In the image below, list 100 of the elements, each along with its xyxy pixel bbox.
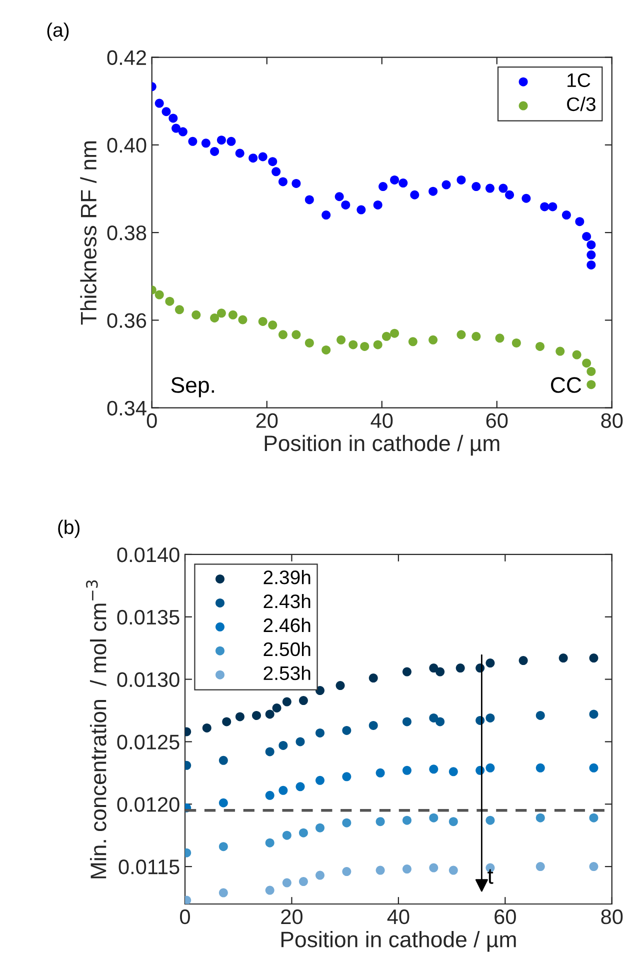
annotation: CC bbox=[551, 377, 582, 393]
point bbox=[408, 337, 418, 346]
point bbox=[265, 747, 274, 756]
point bbox=[348, 340, 358, 350]
annotation: t bbox=[488, 869, 494, 884]
point bbox=[589, 862, 598, 872]
point bbox=[210, 313, 220, 322]
legend-label: 2.50h bbox=[264, 642, 310, 656]
point bbox=[442, 180, 451, 190]
legend-label: 2.43h bbox=[264, 594, 310, 608]
y-tick-label: 0.0120 bbox=[117, 797, 180, 812]
x-tick-label: 40 bbox=[387, 909, 410, 924]
x-tick-label: 0 bbox=[146, 413, 157, 428]
point bbox=[373, 200, 382, 210]
point bbox=[448, 866, 458, 875]
point bbox=[575, 217, 584, 226]
y-tick-label: 0.34 bbox=[107, 400, 146, 416]
x-axis-title: Position in cathode / µm bbox=[264, 434, 500, 456]
point bbox=[378, 182, 388, 192]
point bbox=[336, 335, 346, 344]
point bbox=[373, 340, 382, 350]
point bbox=[278, 786, 288, 795]
point bbox=[268, 320, 278, 330]
y-tick-label: 0.0140 bbox=[117, 547, 180, 562]
point bbox=[342, 818, 352, 828]
point bbox=[238, 315, 248, 324]
point bbox=[298, 877, 308, 886]
point bbox=[589, 763, 598, 772]
point bbox=[248, 154, 258, 163]
point bbox=[265, 790, 274, 800]
point bbox=[218, 842, 228, 852]
point bbox=[456, 175, 466, 184]
point bbox=[536, 763, 545, 772]
y-tick-label: 0.42 bbox=[107, 50, 146, 66]
x-axis-title: Position in cathode / µm bbox=[281, 931, 516, 952]
x-tick-label: 60 bbox=[486, 413, 508, 428]
point bbox=[436, 667, 445, 676]
chart-title: (b) bbox=[58, 520, 80, 538]
point bbox=[304, 338, 314, 348]
point bbox=[486, 763, 495, 772]
point bbox=[296, 782, 305, 792]
point bbox=[265, 886, 274, 895]
point bbox=[342, 772, 352, 782]
point bbox=[201, 138, 210, 148]
point bbox=[402, 816, 412, 825]
point bbox=[522, 194, 531, 203]
point bbox=[218, 756, 228, 765]
point bbox=[278, 330, 288, 340]
point bbox=[548, 202, 558, 212]
point bbox=[428, 186, 438, 196]
point bbox=[322, 345, 331, 354]
point bbox=[298, 696, 308, 706]
point bbox=[472, 182, 481, 192]
point bbox=[376, 817, 385, 826]
legend-label: 2.53h bbox=[264, 666, 310, 680]
point bbox=[154, 98, 164, 108]
x-tick-label: 80 bbox=[601, 413, 623, 428]
x-tick-label: 40 bbox=[370, 413, 393, 428]
point bbox=[228, 310, 238, 320]
point bbox=[448, 767, 458, 776]
point bbox=[292, 330, 301, 340]
point bbox=[282, 878, 292, 888]
point bbox=[558, 654, 568, 663]
legend-label: C/3 bbox=[567, 96, 596, 112]
point bbox=[216, 136, 226, 145]
point bbox=[268, 157, 278, 166]
x-tick-label: 0 bbox=[180, 909, 190, 924]
point bbox=[540, 202, 550, 212]
point bbox=[356, 205, 366, 214]
point bbox=[252, 710, 261, 720]
point bbox=[278, 177, 288, 186]
point bbox=[486, 658, 495, 668]
point bbox=[562, 210, 571, 220]
point bbox=[429, 863, 438, 872]
point bbox=[178, 127, 188, 136]
point bbox=[216, 308, 226, 318]
point bbox=[226, 136, 236, 146]
point bbox=[402, 864, 412, 874]
point bbox=[582, 358, 592, 368]
point bbox=[429, 764, 438, 774]
point bbox=[390, 175, 400, 184]
x-tick-label: 60 bbox=[494, 909, 516, 924]
point bbox=[456, 330, 466, 340]
y-axis-title: Min. concentration / mol cm$^{−3}$ bbox=[86, 580, 106, 878]
point bbox=[316, 776, 324, 785]
point bbox=[162, 107, 171, 116]
point bbox=[586, 250, 596, 260]
point bbox=[172, 124, 181, 133]
point bbox=[402, 766, 412, 775]
point bbox=[258, 152, 268, 162]
point bbox=[589, 710, 598, 719]
annotation: Sep. bbox=[171, 377, 214, 398]
y-tick-label: 0.38 bbox=[107, 226, 146, 240]
point bbox=[382, 332, 391, 341]
point bbox=[188, 136, 198, 146]
point bbox=[316, 870, 324, 880]
point bbox=[402, 717, 412, 726]
y-tick-label: 0.40 bbox=[107, 138, 146, 153]
point bbox=[316, 823, 324, 832]
point bbox=[316, 728, 324, 738]
